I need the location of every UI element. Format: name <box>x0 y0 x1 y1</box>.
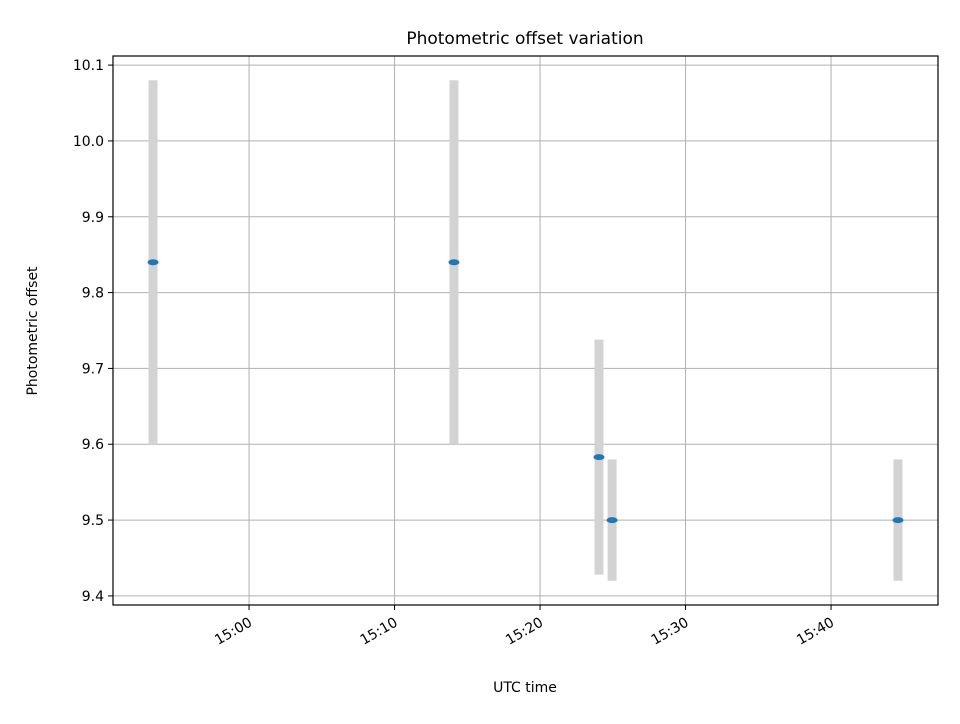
data-point <box>448 259 460 266</box>
x-tick-label: 15:30 <box>649 615 692 649</box>
data-marks <box>147 80 904 581</box>
data-point <box>593 454 605 461</box>
x-tick-label: 15:40 <box>794 615 837 649</box>
y-tick-label: 9.5 <box>82 513 104 529</box>
y-tick-label: 9.4 <box>82 589 104 605</box>
y-tick-label: 10.1 <box>73 58 104 74</box>
data-point <box>892 517 904 524</box>
y-tick-label: 9.8 <box>82 286 104 302</box>
x-tick-label: 15:00 <box>212 615 255 649</box>
y-tick-label: 10.0 <box>73 134 104 150</box>
data-point <box>147 259 159 266</box>
x-tick-label: 15:20 <box>503 615 546 649</box>
data-point <box>606 517 618 524</box>
x-tick-label: 15:10 <box>358 615 401 649</box>
chart-title: Photometric offset variation <box>406 29 643 49</box>
grid <box>113 56 938 605</box>
y-tick-label: 9.9 <box>82 210 104 226</box>
x-axis-label: UTC time <box>493 680 557 696</box>
y-tick-label: 9.6 <box>82 437 104 453</box>
axes-frame <box>112 55 939 606</box>
y-axis-label: Photometric offset <box>25 266 41 396</box>
y-tick-label: 9.7 <box>82 361 104 377</box>
